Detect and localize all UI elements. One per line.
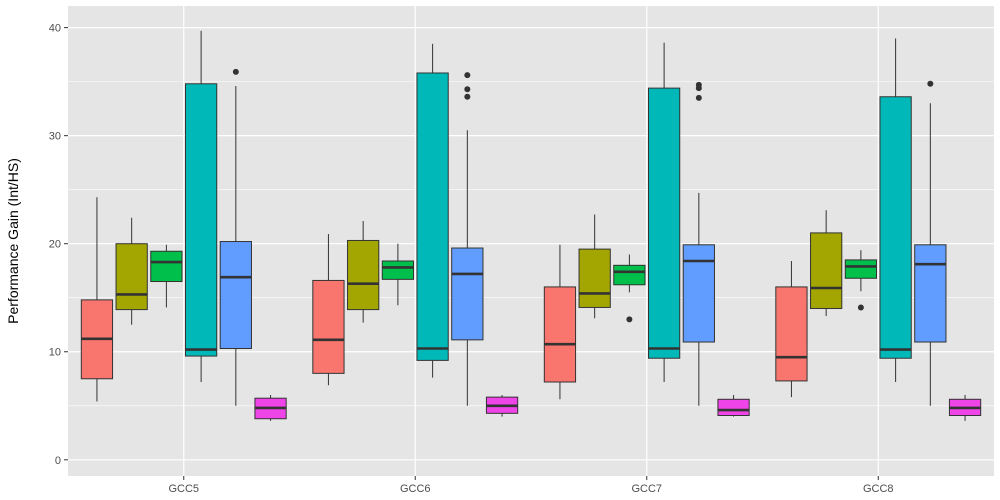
outlier-point <box>695 94 702 101</box>
box-group-gcc5 <box>80 30 287 421</box>
y-tick-label: 40 <box>49 23 61 35</box>
box-rect <box>451 247 484 341</box>
outlier-point <box>232 68 239 75</box>
outlier-point <box>695 81 702 88</box>
box-rect <box>775 286 808 382</box>
box-layer <box>80 30 982 421</box>
x-tick-label: GCC6 <box>400 483 431 495</box>
outlier-point <box>464 86 471 93</box>
box-rect <box>416 72 449 361</box>
box-rect <box>717 398 750 416</box>
outlier-point <box>927 80 934 87</box>
x-tick-label: GCC7 <box>631 483 662 495</box>
box-group-gcc7 <box>543 42 750 417</box>
x-tick-label: GCC8 <box>863 483 894 495</box>
box-rect <box>613 264 646 286</box>
y-tick-label: 20 <box>49 239 61 251</box>
axes: 0 10 20 30 40 GCC5 GCC6 GCC7 GCC8 <box>49 23 894 495</box>
box-rect <box>381 260 415 280</box>
outlier-point <box>857 304 864 311</box>
box-rect <box>914 244 947 343</box>
box-rect <box>312 279 345 374</box>
outlier-point <box>464 93 471 100</box>
y-tick-label: 30 <box>49 131 61 143</box>
outlier-point <box>626 316 633 323</box>
box-rect <box>184 83 218 357</box>
box-rect <box>810 232 843 310</box>
box-rect <box>647 87 681 359</box>
box-rect <box>879 96 912 359</box>
box-rect <box>543 286 577 383</box>
x-tick-label: GCC5 <box>168 483 199 495</box>
y-axis-title: Performance Gain (Int/HS) <box>5 158 21 324</box>
box-rect <box>115 243 148 311</box>
box-group-gcc6 <box>312 43 519 417</box>
y-tick-label: 10 <box>49 347 61 359</box>
y-tick-label: 0 <box>55 455 61 467</box>
box-rect <box>682 244 715 343</box>
box-rect <box>578 248 611 308</box>
box-rect <box>347 239 380 311</box>
box-rect <box>219 241 252 350</box>
outlier-point <box>464 72 471 79</box>
box-rect <box>844 259 878 279</box>
box-rect <box>150 250 183 283</box>
box-group-gcc8 <box>775 38 982 421</box>
